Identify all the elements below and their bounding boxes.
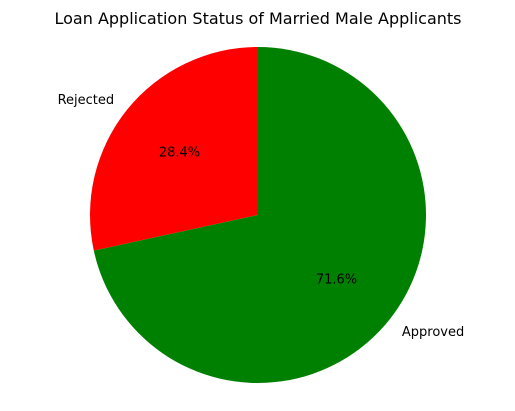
chart-title: Loan Application Status of Married Male … (54, 9, 461, 28)
pie-slice-approved (93, 47, 426, 383)
pie-slice-rejected (89, 47, 259, 251)
slice-percent-rejected: 28.4% (159, 146, 200, 161)
pie-slices (89, 47, 426, 383)
slice-label-rejected: Rejected (58, 93, 115, 108)
slice-label-approved: Approved (402, 325, 464, 340)
pie-labels: Rejected 28.4% Approved 71.6% (58, 93, 465, 340)
slice-percent-approved: 71.6% (316, 272, 357, 287)
